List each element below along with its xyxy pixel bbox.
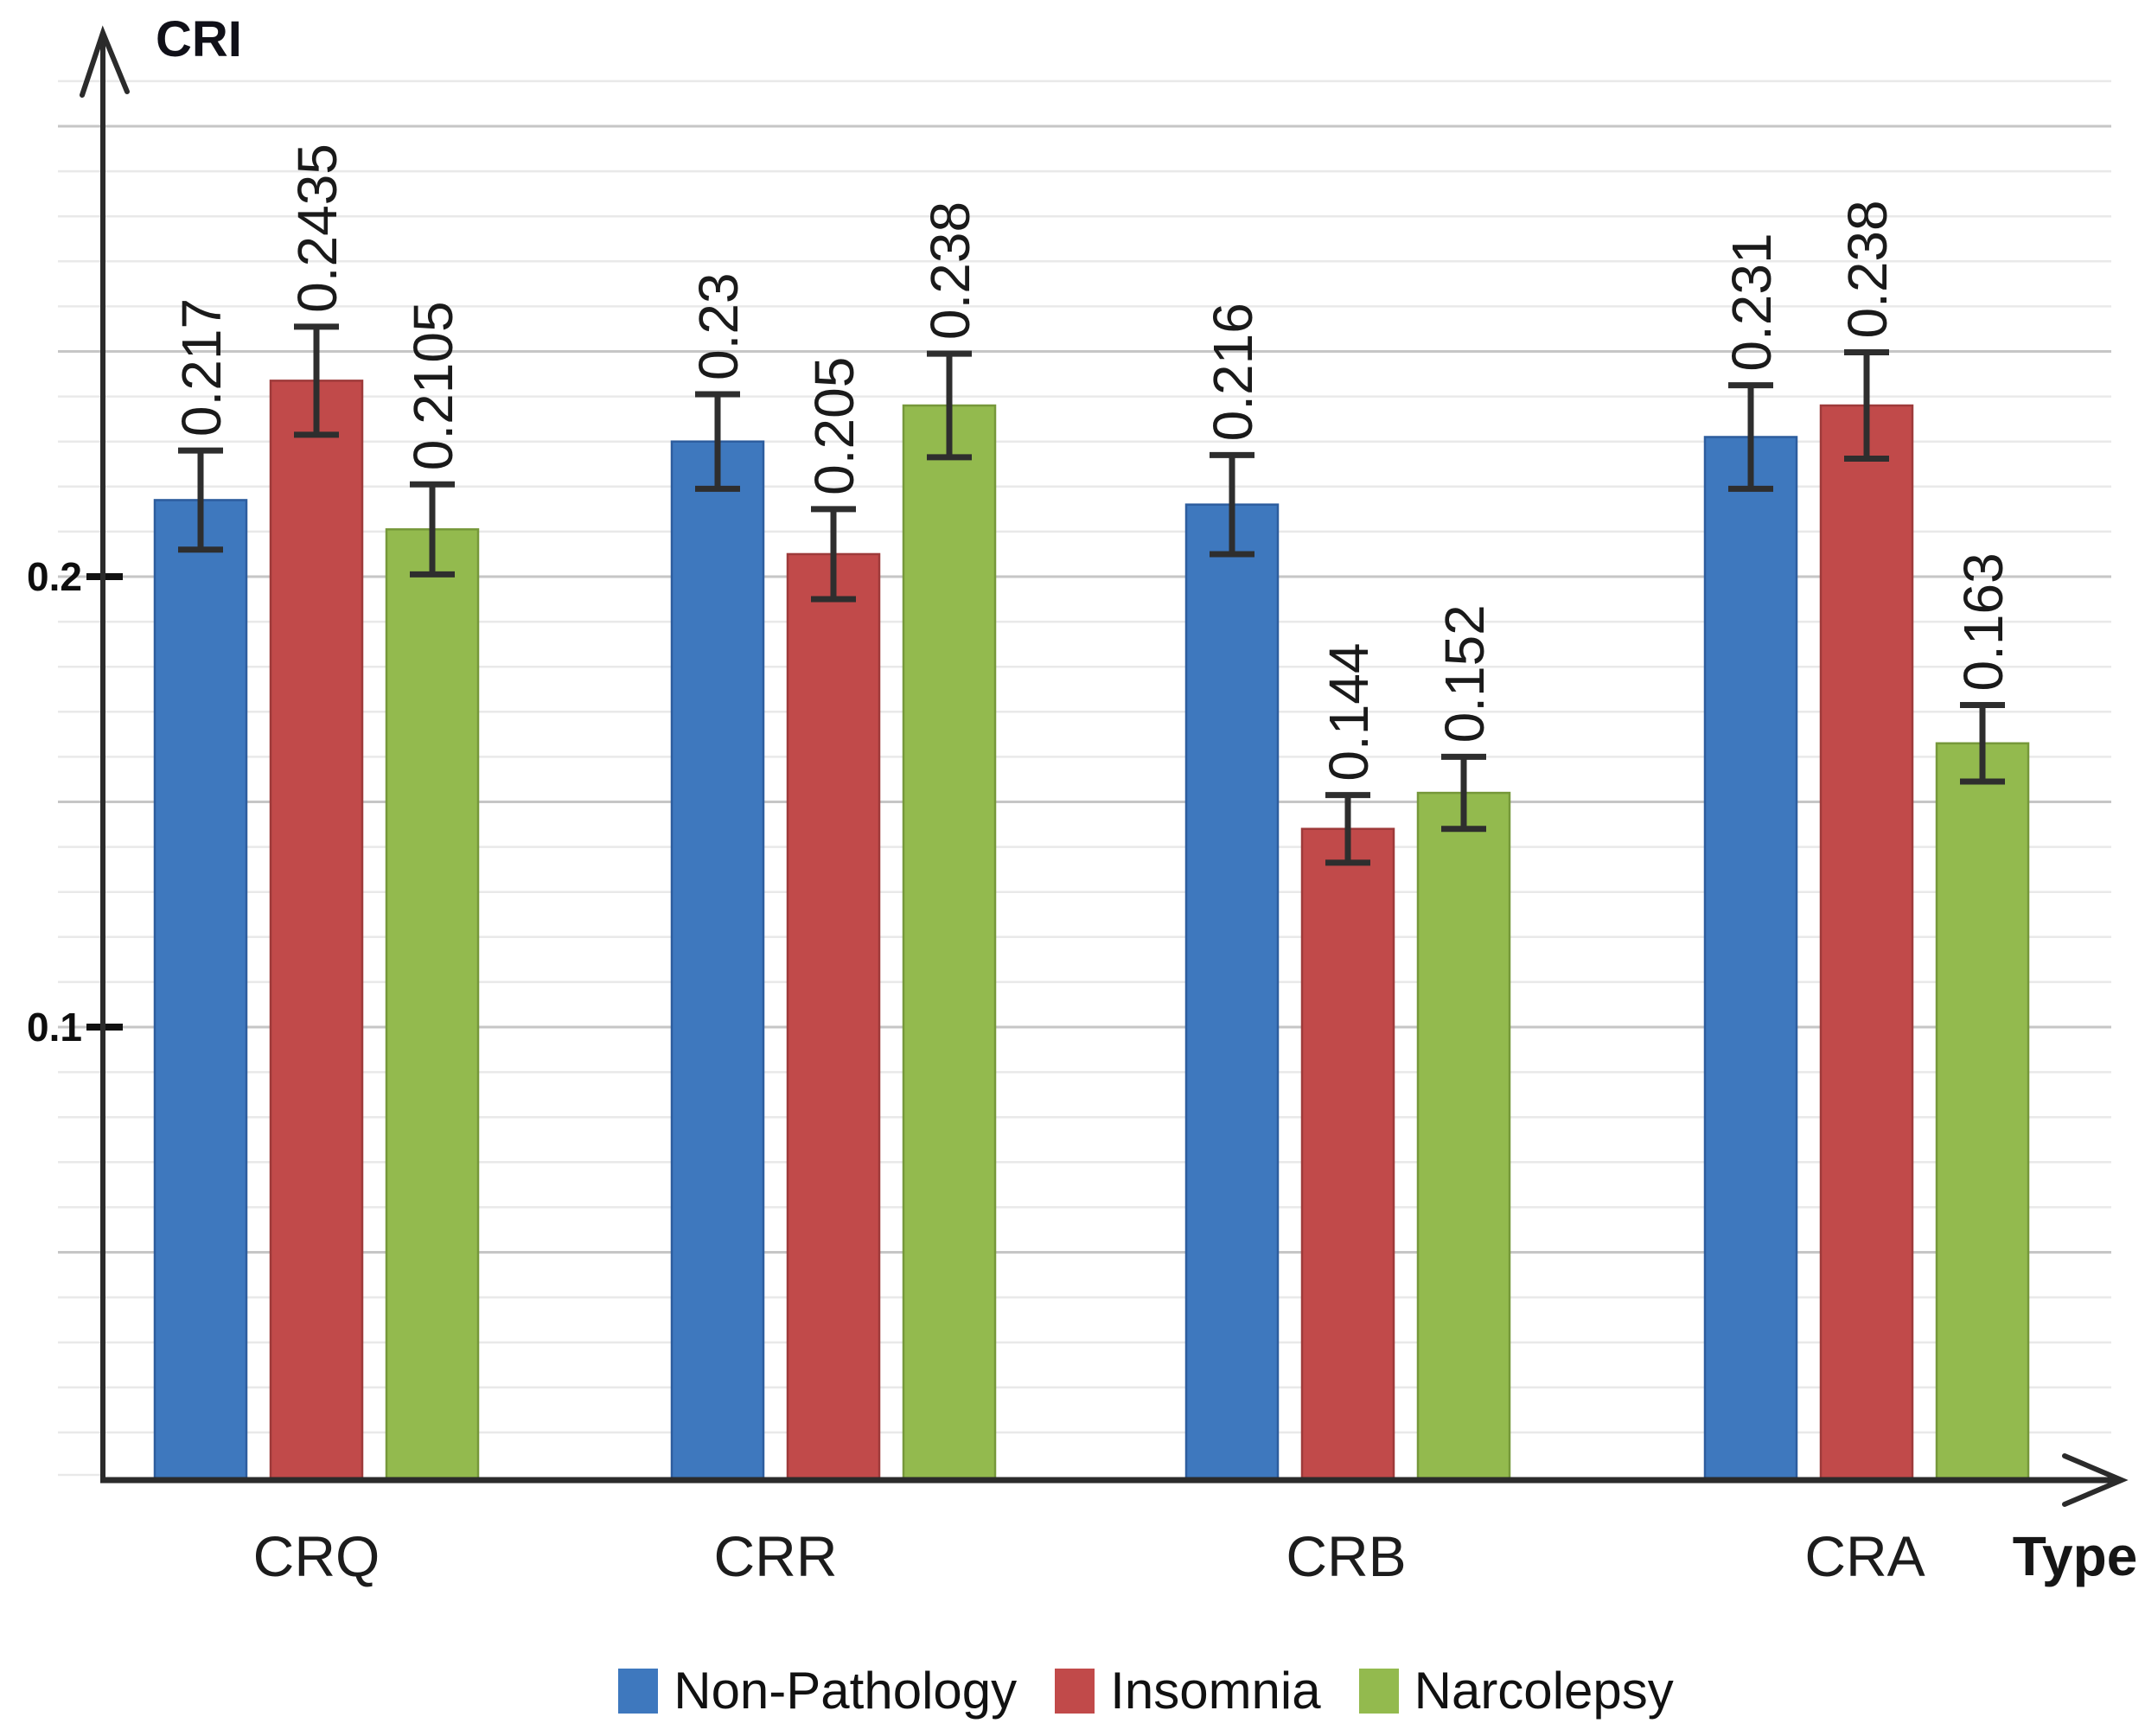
category-label-crb: CRB	[1286, 1524, 1407, 1588]
value-label: 0.217	[170, 298, 233, 437]
legend-label: Narcolepsy	[1414, 1662, 1674, 1720]
bar-crq-narcolepsy	[385, 528, 480, 1482]
value-label: 0.144	[1318, 643, 1380, 782]
y-axis-title: CRI	[156, 11, 242, 67]
bar-crb-narcolepsy	[1416, 791, 1511, 1482]
value-label: 0.238	[919, 201, 981, 340]
value-label: 0.163	[1952, 552, 2014, 691]
bar-crq-insomnia	[269, 380, 364, 1482]
value-label: 0.152	[1433, 604, 1496, 743]
x-axis-arrow-icon	[2062, 1453, 2129, 1507]
bar-crr-non-pathology	[670, 440, 765, 1482]
bar-crr-insomnia	[786, 552, 881, 1482]
bar-cra-insomnia	[1819, 404, 1914, 1482]
bar-crr-narcolepsy	[902, 404, 997, 1482]
value-label: 0.231	[1720, 233, 1783, 371]
legend-item-insomnia: Insomnia	[1055, 1662, 1321, 1720]
value-label: 0.23	[687, 272, 750, 380]
value-label: 0.2105	[402, 301, 464, 470]
value-label: 0.238	[1836, 200, 1899, 338]
legend-swatch-icon	[1358, 1669, 1399, 1714]
legend-swatch-icon	[618, 1669, 659, 1714]
category-label-crq: CRQ	[252, 1524, 380, 1588]
chart-legend: Non-Pathology Insomnia Narcolepsy	[0, 1662, 2145, 1720]
y-tick-label: 0.1	[27, 1005, 82, 1050]
bar-cra-non-pathology	[1703, 436, 1798, 1482]
legend-label: Non-Pathology	[674, 1662, 1018, 1720]
legend-item-non-pathology: Non-Pathology	[618, 1662, 1017, 1720]
bar-crb-non-pathology	[1184, 503, 1280, 1482]
value-label: 0.216	[1202, 303, 1264, 441]
value-label: 0.2435	[286, 144, 348, 313]
value-label: 0.205	[803, 357, 865, 495]
category-label-crr: CRR	[713, 1524, 838, 1588]
y-axis-arrow-icon	[80, 25, 130, 98]
legend-swatch-icon	[1055, 1669, 1095, 1714]
category-label-cra: CRA	[1804, 1524, 1925, 1588]
bar-cra-narcolepsy	[1935, 742, 2030, 1482]
bar-crq-non-pathology	[153, 499, 248, 1482]
y-tick-label: 0.2	[27, 554, 82, 599]
bar-crb-insomnia	[1300, 827, 1395, 1482]
legend-item-narcolepsy: Narcolepsy	[1358, 1662, 1674, 1720]
x-axis-title: Type	[2012, 1525, 2138, 1587]
legend-label: Insomnia	[1110, 1662, 1321, 1720]
